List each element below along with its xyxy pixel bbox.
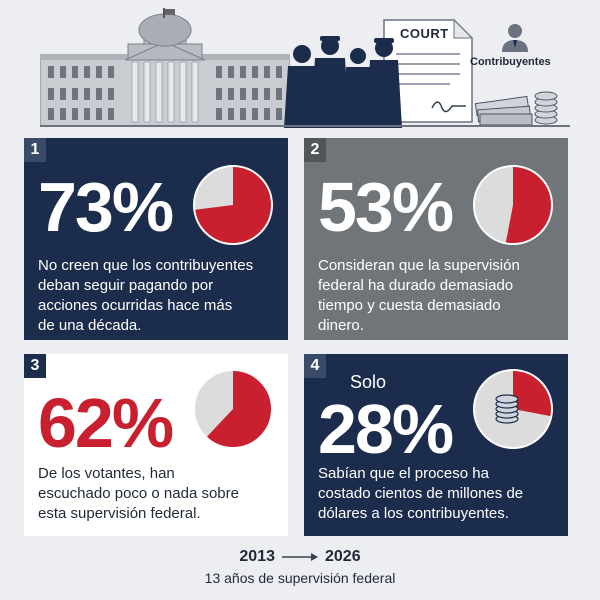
pie-chart — [193, 165, 273, 245]
description-line: acciones ocurridas hace más — [38, 297, 233, 314]
pie-outline — [473, 369, 553, 449]
description-line: esta supervisión federal. — [38, 505, 201, 522]
stat-description: Sabían que el proceso ha costado cientos… — [318, 464, 523, 524]
card-number: 2 — [304, 138, 326, 162]
card-number: 1 — [24, 138, 46, 162]
timeline: 2013 2026 13 años de supervisión federal — [0, 546, 600, 586]
pie-value-slice — [194, 166, 272, 244]
taxpayers-label: Contribuyentes — [470, 56, 551, 68]
description-line: costado cientos de millones de — [318, 485, 524, 502]
court-document-icon — [383, 18, 474, 123]
header-divider — [40, 125, 570, 127]
card-number: 4 — [304, 354, 326, 378]
stat-description: De los votantes, han escuchado poco o na… — [38, 464, 239, 524]
description-line: dólares a los contribuyentes. — [318, 505, 509, 522]
description-line: No creen que los contribuyentes — [38, 257, 254, 274]
pie-outline — [473, 165, 553, 245]
description-line: escuchado poco o nada sobre — [38, 485, 239, 502]
taxpayer-person-icon — [502, 24, 528, 52]
description-line: Consideran que la supervisión — [318, 257, 520, 274]
capitol-building-icon — [40, 8, 290, 126]
card-number: 3 — [24, 354, 46, 378]
stat-percent: 53% — [318, 168, 454, 246]
stat-card-2: 2 53% Consideran que la supervisión fede… — [304, 138, 568, 340]
coin-stack-icon — [495, 394, 519, 424]
stat-card-4: 4 Solo 28% Sabían que el proceso ha cost… — [304, 354, 568, 536]
header-illustration: COURT Contribuyentes — [0, 0, 600, 132]
pie-value-slice — [505, 166, 552, 244]
police-officers-icon — [284, 36, 402, 128]
stat-card-1: 1 73% No creen que los contribuyentes de… — [24, 138, 288, 340]
pie-chart — [473, 165, 553, 245]
timeline-years: 2013 2026 — [0, 546, 600, 568]
money-stack-icon — [474, 91, 558, 126]
court-label: COURT — [400, 26, 449, 41]
description-line: de una década. — [38, 317, 142, 334]
stat-description: No creen que los contribuyentes deban se… — [38, 256, 253, 336]
stat-prefix: Solo — [350, 372, 387, 392]
stat-percent: 28% — [318, 390, 454, 468]
pie-outline — [193, 369, 273, 449]
stat-description: Consideran que la supervisión federal ha… — [318, 256, 520, 336]
description-line: dinero. — [318, 317, 364, 334]
timeline-caption: 13 años de supervisión federal — [204, 570, 396, 586]
end-year: 2026 — [325, 548, 361, 565]
pie-value-slice — [206, 370, 272, 448]
pie-chart — [193, 369, 273, 449]
description-line: Sabían que el proceso ha — [318, 465, 489, 482]
arrow-right-icon — [282, 553, 318, 561]
stat-card-3: 3 62% De los votantes, han escuchado poc… — [24, 354, 288, 536]
description-line: federal ha durado demasiado — [318, 277, 514, 294]
stat-percent: 73% — [38, 168, 174, 246]
start-year: 2013 — [239, 548, 275, 565]
description-line: deban seguir pagando por — [38, 277, 214, 294]
description-line: tiempo y cuesta demasiado — [318, 297, 501, 314]
pie-value-slice — [513, 370, 552, 417]
pie-outline — [193, 165, 273, 245]
description-line: De los votantes, han — [38, 465, 175, 482]
stat-percent: 62% — [38, 384, 174, 462]
